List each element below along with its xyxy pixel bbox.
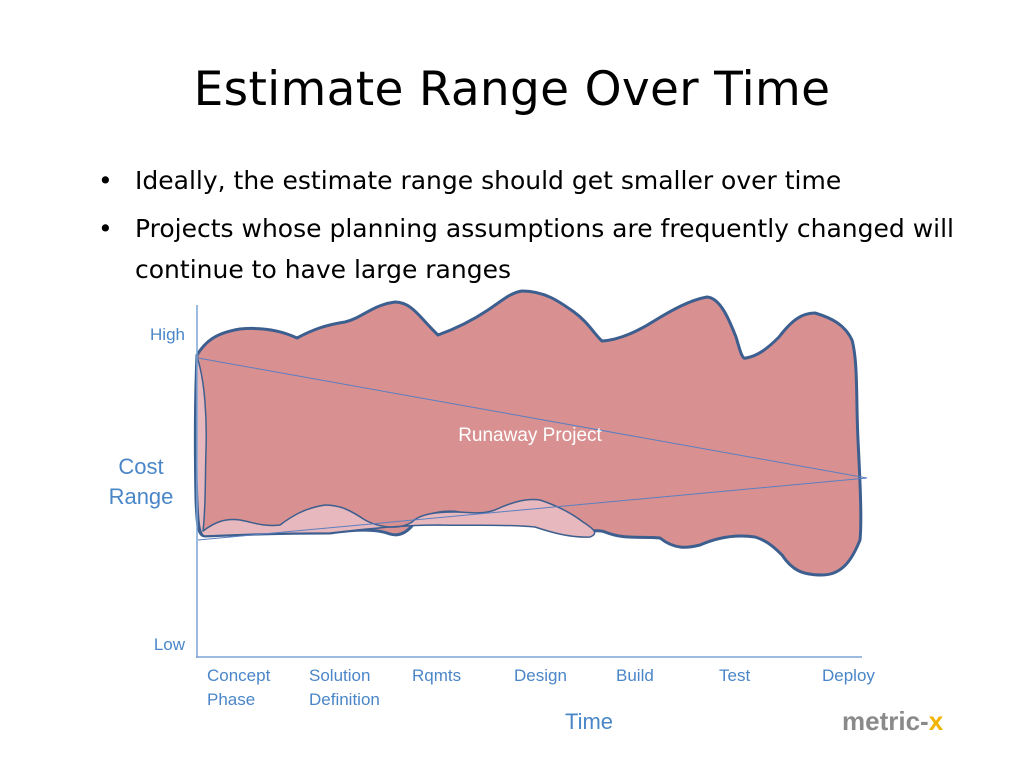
lower-bound-line [197, 477, 868, 541]
y-axis-title: Range [109, 484, 174, 509]
y-axis-title: Cost [118, 454, 163, 479]
bullet-list: Ideally, the estimate range should get s… [98, 160, 1008, 297]
x-axis-title: Time [565, 709, 613, 734]
logo-text: metric- [842, 706, 929, 736]
y-high-label: High [150, 325, 185, 344]
slide-title: Estimate Range Over Time [193, 62, 831, 117]
phase-label: Build [616, 666, 654, 685]
upper-bound-line [197, 357, 868, 479]
phase-label: Solution [309, 666, 370, 685]
phase-label: Deploy [822, 666, 875, 685]
bullet-item: Projects whose planning assumptions are … [98, 208, 1008, 290]
region-label: Runaway Project [458, 425, 602, 446]
logo-text-accent: x [928, 706, 944, 736]
phase-label: Phase [207, 690, 255, 709]
bullet-item: Ideally, the estimate range should get s… [98, 160, 1008, 201]
ideal-range-region [195, 356, 596, 538]
phase-label: Concept [207, 666, 271, 685]
phase-label: Test [719, 666, 750, 685]
phase-label: Design [514, 666, 567, 685]
phase-label: Rqmts [412, 666, 461, 685]
metric-x-logo: metric-x [842, 706, 943, 737]
y-low-label: Low [154, 635, 186, 654]
phase-label: Definition [309, 690, 380, 709]
